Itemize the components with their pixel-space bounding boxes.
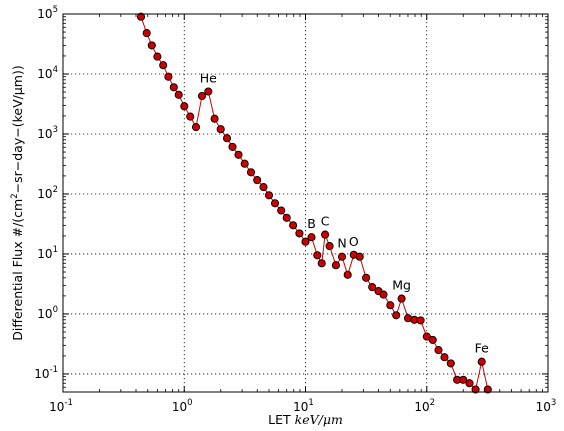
data-point — [416, 316, 425, 325]
data-point — [216, 125, 225, 134]
data-point — [222, 134, 232, 143]
data-point — [228, 142, 237, 151]
data-point — [301, 237, 310, 246]
grid-lines — [63, 14, 548, 392]
annotation-fe: Fe — [475, 341, 490, 356]
data-point — [368, 283, 377, 292]
x-tick-label: 100 — [172, 398, 193, 414]
data-point — [270, 199, 280, 208]
data-point — [259, 183, 268, 192]
data-point — [440, 353, 449, 362]
element-annotations: He B CN O Mg Fe — [200, 71, 489, 356]
x-axis-label-unit: keV/μm — [295, 412, 343, 427]
data-point — [197, 91, 207, 101]
annotation-he: He — [200, 71, 217, 86]
annotation-o: O — [349, 234, 359, 249]
y-axis-label-sup: 2 — [10, 193, 20, 198]
data-point — [246, 168, 256, 177]
data-point — [397, 294, 406, 303]
data-point — [325, 242, 334, 251]
data-point — [471, 385, 480, 394]
data-point — [159, 61, 168, 70]
data-point — [337, 252, 347, 261]
data-point — [234, 150, 243, 159]
x-tick-label: 103 — [536, 398, 557, 414]
x-tick-label: 101 — [293, 398, 314, 414]
data-point — [483, 385, 492, 394]
data-point — [313, 251, 322, 260]
data-point — [289, 221, 298, 230]
data-point — [147, 41, 156, 50]
data-point — [379, 290, 388, 299]
data-point — [191, 123, 201, 132]
data-point — [459, 375, 468, 384]
data-point — [142, 29, 151, 38]
data-point — [317, 259, 326, 268]
y-tick-label: 103 — [37, 125, 58, 141]
y-tick-label: 10-1 — [34, 365, 58, 381]
data-point — [477, 357, 486, 366]
data-point — [174, 90, 183, 99]
data-point — [204, 87, 213, 96]
y-tick-label: 102 — [37, 185, 58, 201]
data-point — [210, 114, 219, 123]
y-tick-label: 105 — [37, 5, 58, 21]
y-tick-label: 100 — [37, 305, 58, 321]
data-points — [136, 12, 492, 394]
y-axis-label-rest: −sr−day−(keV/μm)) — [10, 65, 25, 193]
data-point — [264, 191, 274, 200]
y-axis-label: Differential Flux #/(cm2−sr−day−(keV/μm)… — [10, 65, 25, 340]
annotation-c: C — [321, 214, 330, 229]
annotation-b: B — [307, 216, 316, 231]
data-point — [362, 273, 371, 282]
data-point — [153, 52, 162, 61]
x-axis-label: LET keV/μm — [268, 412, 343, 427]
plot-frame — [62, 13, 549, 393]
data-point — [343, 270, 352, 279]
data-point — [164, 72, 173, 81]
data-point — [386, 301, 395, 310]
annotation-mg: Mg — [392, 278, 411, 293]
data-point — [186, 112, 195, 121]
x-axis-label-text: LET — [268, 412, 294, 427]
x-tick-labels: 10-1 100 101 102 103 — [49, 398, 556, 414]
data-point — [465, 379, 474, 388]
y-tick-label: 101 — [37, 245, 58, 261]
data-point — [180, 102, 189, 111]
annotation-n: N — [337, 236, 346, 251]
data-point — [428, 335, 437, 344]
x-tick-label: 10-1 — [49, 398, 73, 414]
data-point — [307, 233, 316, 242]
y-tick-label: 104 — [37, 65, 58, 81]
data-point — [392, 311, 401, 320]
data-point — [295, 229, 304, 238]
x-tick-label: 102 — [414, 398, 435, 414]
y-tick-labels: 10-1 100 101 102 103 104 105 — [34, 5, 58, 381]
data-point — [434, 346, 443, 355]
data-point — [321, 230, 330, 239]
data-point — [277, 206, 286, 215]
data-point — [169, 83, 178, 92]
data-point — [136, 12, 146, 21]
data-point — [240, 159, 249, 168]
data-point — [446, 359, 455, 368]
data-point — [355, 252, 364, 261]
y-axis-label-text: Differential Flux #/(cm — [10, 199, 25, 341]
data-point — [282, 213, 291, 222]
data-point — [331, 261, 340, 270]
data-point — [253, 176, 262, 185]
